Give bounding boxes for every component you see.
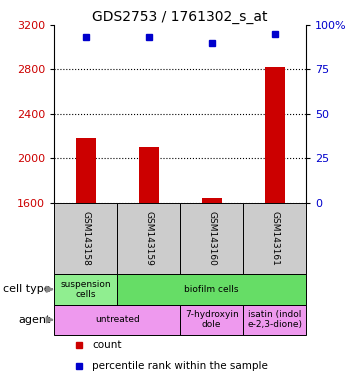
Bar [265,67,285,381]
Bar [139,147,159,381]
Text: GSM143161: GSM143161 [270,211,279,266]
Bar [202,199,222,381]
Text: biofilm cells: biofilm cells [184,285,239,294]
FancyBboxPatch shape [54,305,180,335]
Text: isatin (indol
e-2,3-dione): isatin (indol e-2,3-dione) [247,310,302,329]
FancyBboxPatch shape [117,274,306,305]
FancyBboxPatch shape [117,203,180,274]
Text: percentile rank within the sample: percentile rank within the sample [92,361,268,371]
Text: 7-hydroxyin
dole: 7-hydroxyin dole [185,310,239,329]
Text: untreated: untreated [95,315,140,324]
Text: count: count [92,339,121,349]
FancyBboxPatch shape [243,305,306,335]
FancyBboxPatch shape [243,203,306,274]
Title: GDS2753 / 1761302_s_at: GDS2753 / 1761302_s_at [92,10,268,24]
Text: cell type: cell type [4,284,51,294]
FancyBboxPatch shape [180,305,243,335]
Text: suspension
cells: suspension cells [61,280,111,299]
FancyBboxPatch shape [180,203,243,274]
FancyBboxPatch shape [54,203,117,274]
FancyBboxPatch shape [54,274,117,305]
Text: agent: agent [19,315,51,325]
Text: GSM143159: GSM143159 [144,211,153,266]
Text: GSM143160: GSM143160 [207,211,216,266]
Text: GSM143158: GSM143158 [81,211,90,266]
Bar [76,138,96,381]
